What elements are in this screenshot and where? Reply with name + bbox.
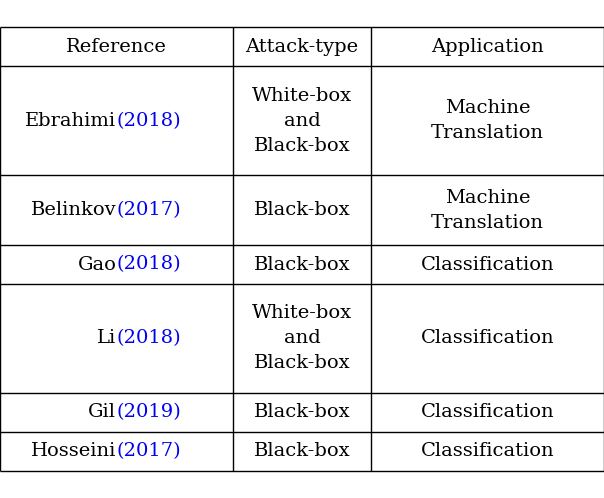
- Text: Machine
Translation: Machine Translation: [431, 99, 544, 142]
- Text: Gao: Gao: [77, 255, 116, 273]
- Text: Machine
Translation: Machine Translation: [431, 189, 544, 232]
- Text: Black-box: Black-box: [254, 442, 350, 460]
- Text: Classification: Classification: [421, 442, 554, 460]
- Text: White-box
and
Black-box: White-box and Black-box: [252, 304, 352, 373]
- Text: Classification: Classification: [421, 255, 554, 273]
- Text: (2019): (2019): [116, 403, 181, 421]
- Text: Ebrahimi: Ebrahimi: [25, 112, 116, 129]
- Text: (2018): (2018): [116, 255, 181, 273]
- Text: Classification: Classification: [421, 403, 554, 421]
- Text: Gil: Gil: [88, 403, 116, 421]
- Text: Li: Li: [97, 329, 116, 348]
- Text: Reference: Reference: [66, 38, 167, 56]
- Text: (2018): (2018): [116, 329, 181, 348]
- Text: Application: Application: [431, 38, 544, 56]
- Text: (2018): (2018): [116, 112, 181, 129]
- Text: (2017): (2017): [116, 442, 181, 460]
- Text: White-box
and
Black-box: White-box and Black-box: [252, 87, 352, 155]
- Text: Classification: Classification: [421, 329, 554, 348]
- Text: Hosseini: Hosseini: [31, 442, 116, 460]
- Text: Black-box: Black-box: [254, 403, 350, 421]
- Text: Attack-type: Attack-type: [245, 38, 359, 56]
- Text: Black-box: Black-box: [254, 201, 350, 219]
- Text: Belinkov: Belinkov: [31, 201, 116, 219]
- Text: Black-box: Black-box: [254, 255, 350, 273]
- Text: (2017): (2017): [116, 201, 181, 219]
